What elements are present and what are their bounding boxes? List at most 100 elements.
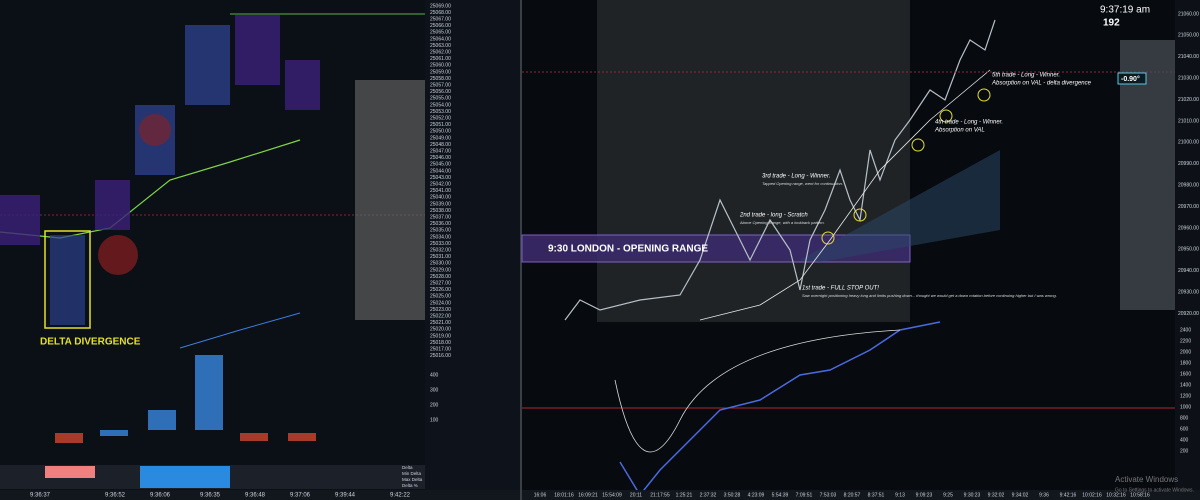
time-label: 9:34:02 (1012, 492, 1029, 498)
trade-note: Saw overnight positioning heavy long and… (802, 293, 1057, 298)
axis-label: 300 (430, 387, 439, 393)
ladder-price: 25021.00 (430, 320, 451, 326)
price-label: 20950.00 (1178, 247, 1199, 253)
row-label: Max Delta (402, 477, 423, 482)
ladder-price: 25024.00 (430, 300, 451, 306)
ladder-price: 25036.00 (430, 221, 451, 227)
price-label: 20920.00 (1178, 311, 1199, 317)
trade-title: 4th trade - Long - Winner. (935, 120, 1003, 126)
annotation: DELTA DIVERGENCE (40, 337, 141, 348)
ladder-price: 25018.00 (430, 340, 451, 346)
time-label: 9:36:37 (30, 493, 51, 499)
ladder-price: 25026.00 (430, 287, 451, 293)
ladder-price: 25042.00 (430, 182, 451, 188)
ladder-price: 25067.00 (430, 17, 451, 23)
time-label: 10:02:16 (1082, 492, 1102, 498)
ladder-price: 25064.00 (430, 36, 451, 42)
ladder-price: 25065.00 (430, 30, 451, 36)
time-label: 8:20:57 (844, 492, 861, 498)
time-label: 5:54:39 (772, 492, 789, 498)
ladder-price: 25023.00 (430, 307, 451, 313)
time-label: 7:09:51 (796, 492, 813, 498)
price-label: 21060.00 (1178, 11, 1199, 17)
axis-label: 800 (1180, 415, 1189, 421)
price-label: 20970.00 (1178, 204, 1199, 210)
price-label: 21040.00 (1178, 54, 1199, 60)
row-label: Delta % (402, 483, 418, 488)
footprint (285, 60, 320, 110)
trade-note: Tapped Opening range, went for continuat… (762, 181, 843, 186)
ladder-price: 25047.00 (430, 149, 451, 155)
axis-label: 2000 (1180, 349, 1191, 355)
ladder-price: 25051.00 (430, 122, 451, 128)
ladder-price: 25061.00 (430, 56, 451, 62)
trade-note: Above Opening Range, with a lookback pat… (739, 220, 825, 225)
ladder-price: 25030.00 (430, 261, 451, 267)
time-label: 10:32:16 (1106, 492, 1126, 498)
time-label: 1:25:21 (676, 492, 693, 498)
ladder-price: 25054.00 (430, 102, 451, 108)
ladder-price: 25028.00 (430, 274, 451, 280)
volume-profile (355, 80, 425, 320)
opening-range-label: 9:30 LONDON - OPENING RANGE (548, 244, 708, 255)
price-label: 20940.00 (1178, 268, 1199, 274)
ladder-price: 25049.00 (430, 135, 451, 141)
ladder-price: 25062.00 (430, 50, 451, 56)
ladder-price: 25044.00 (430, 168, 451, 174)
time-label: 9:37:06 (290, 493, 311, 499)
ladder-panel (425, 0, 520, 500)
time-label: 9:36:35 (200, 493, 221, 499)
trade-title: 5th trade - Long - Winner. (992, 73, 1060, 79)
ladder-price: 25057.00 (430, 83, 451, 89)
axis-label: 1200 (1180, 393, 1191, 399)
bar (195, 355, 223, 430)
ladder-price: 25056.00 (430, 89, 451, 95)
ladder-price: 25050.00 (430, 129, 451, 135)
axis-label: 2200 (1180, 338, 1191, 344)
time-label: 9:13 (895, 492, 905, 498)
price-label: 20980.00 (1178, 183, 1199, 189)
time-axis (522, 490, 1200, 500)
time-label: 16:06 (534, 492, 547, 498)
ladder-price: 25029.00 (430, 267, 451, 273)
watermark-subtitle: Go to Settings to activate Windows. (1115, 487, 1194, 493)
bar (288, 433, 316, 441)
footprint (185, 25, 230, 105)
highlight-box (44, 230, 91, 329)
price-label: 21000.00 (1178, 140, 1199, 146)
price-label: 21010.00 (1178, 118, 1199, 124)
price-label: 20960.00 (1178, 225, 1199, 231)
ladder-price: 25039.00 (430, 201, 451, 207)
ladder-price: 25019.00 (430, 333, 451, 339)
time-label: 9:42:22 (390, 493, 411, 499)
ladder-price: 25037.00 (430, 215, 451, 221)
time-label: 21:17:55 (650, 492, 670, 498)
row-label: Delta (402, 465, 413, 470)
price-label: 21020.00 (1178, 97, 1199, 103)
ladder-price: 25046.00 (430, 155, 451, 161)
bar (148, 410, 176, 430)
time-label: 9:25 (943, 492, 953, 498)
average-line (699, 69, 991, 321)
ladder-price: 25031.00 (430, 254, 451, 260)
time-label: 15:54:09 (602, 492, 622, 498)
ladder-price: 25069.00 (430, 3, 451, 9)
entry-marker (977, 88, 991, 102)
time-label: 9:36:48 (245, 493, 266, 499)
time-label: 9:30:23 (964, 492, 981, 498)
ladder-price: 25035.00 (430, 228, 451, 234)
counter: 192 (1103, 18, 1120, 29)
price-label: 20990.00 (1178, 161, 1199, 167)
time-label: 9:39:44 (335, 493, 356, 499)
bar (55, 433, 83, 443)
ladder-price: 25053.00 (430, 109, 451, 115)
time-label: 9:42:16 (1060, 492, 1077, 498)
ladder-price: 25016.00 (430, 353, 451, 359)
projection (800, 150, 1000, 262)
entry-marker (939, 109, 953, 123)
volume-profile (1120, 40, 1175, 310)
price-label: 20930.00 (1178, 290, 1199, 296)
time-label: 2:37:32 (700, 492, 717, 498)
trade-title: 1st trade - FULL STOP OUT! (802, 286, 879, 292)
